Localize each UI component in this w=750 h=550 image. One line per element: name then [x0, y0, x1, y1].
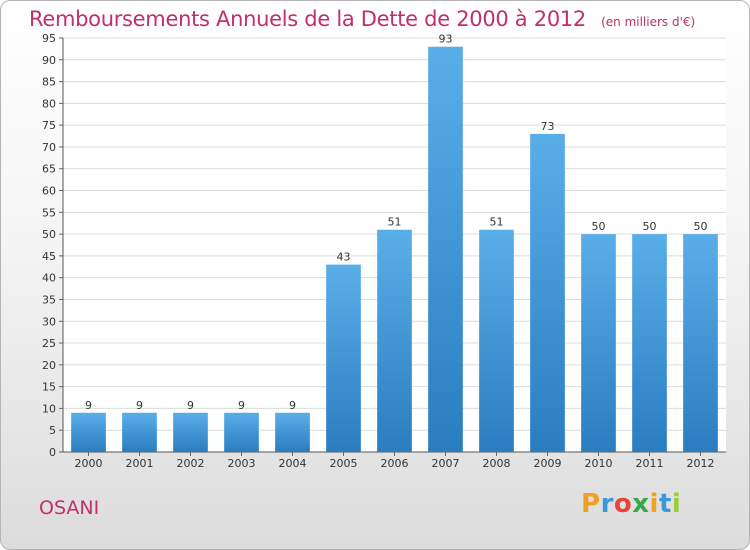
- x-tick-label: 2005: [330, 457, 358, 470]
- y-tick-label: 90: [42, 54, 56, 67]
- y-tick-label: 75: [42, 119, 56, 132]
- bar-2003: [224, 412, 259, 452]
- bar-2011: [632, 234, 667, 452]
- bar-2004: [275, 412, 310, 452]
- y-tick-label: 95: [42, 32, 56, 45]
- bar-2006: [377, 229, 412, 452]
- data-label-2009: 73: [541, 120, 555, 133]
- x-tick-label: 2003: [228, 457, 256, 470]
- bar-2000: [71, 412, 106, 452]
- x-tick-label: 2004: [279, 457, 307, 470]
- bar-2002: [173, 412, 208, 452]
- y-tick-label: 15: [42, 381, 56, 394]
- x-tick-label: 2008: [483, 457, 511, 470]
- data-label-2003: 9: [238, 399, 245, 412]
- bar-2012: [683, 234, 718, 452]
- y-tick-label: 70: [42, 141, 56, 154]
- bar-2008: [479, 229, 514, 452]
- bars: [71, 46, 718, 452]
- y-tick-label: 45: [42, 250, 56, 263]
- y-tick-label: 10: [42, 402, 56, 415]
- bar-2001: [122, 412, 157, 452]
- data-label-2001: 9: [136, 399, 143, 412]
- logo-letter: o: [613, 489, 633, 519]
- commune-name: OSANI: [39, 497, 100, 519]
- x-tick-label: 2006: [381, 457, 409, 470]
- data-label-2006: 51: [388, 216, 402, 229]
- bar-2009: [530, 133, 565, 452]
- y-tick-label: 20: [42, 359, 56, 372]
- y-tick-label: 55: [42, 206, 56, 219]
- chart-title: Remboursements Annuels de la Dette de 20…: [29, 7, 586, 31]
- data-label-2011: 50: [643, 220, 657, 233]
- data-label-2000: 9: [85, 399, 92, 412]
- y-tick-label: 50: [42, 228, 56, 241]
- bar-2007: [428, 46, 463, 452]
- x-tick-label: 2012: [687, 457, 715, 470]
- data-label-2002: 9: [187, 399, 194, 412]
- proxiti-logo: Proxiti: [581, 489, 681, 519]
- logo-letter: P: [581, 489, 601, 519]
- x-tick-label: 2002: [177, 457, 205, 470]
- data-label-2007: 93: [439, 33, 453, 46]
- y-tick-label: 60: [42, 185, 56, 198]
- y-tick-label: 25: [42, 337, 56, 350]
- y-tick-label: 0: [49, 446, 56, 459]
- y-tick-label: 65: [42, 163, 56, 176]
- x-tick-label: 2010: [585, 457, 613, 470]
- logo-letter: i: [671, 489, 682, 519]
- x-tick-label: 2007: [432, 457, 460, 470]
- x-tick-label: 2000: [75, 457, 103, 470]
- logo-letter: x: [632, 489, 650, 519]
- logo-letter: i: [649, 489, 659, 519]
- data-label-2008: 51: [490, 216, 504, 229]
- x-tick-label: 2011: [636, 457, 664, 470]
- x-tick-label: 2001: [126, 457, 154, 470]
- y-tick-label: 5: [49, 424, 56, 437]
- y-tick-label: 40: [42, 272, 56, 285]
- logo-letter: t: [658, 489, 672, 519]
- logo-letter: r: [600, 489, 614, 519]
- y-tick-label: 30: [42, 315, 56, 328]
- y-tick-label: 35: [42, 293, 56, 306]
- data-label-2010: 50: [592, 220, 606, 233]
- x-tick-labels: 2000 2001 2002 2003 2004 2005 2006 2007 2008 2009…: [75, 452, 715, 470]
- data-label-2005: 43: [337, 251, 351, 264]
- y-tick-label: 80: [42, 97, 56, 110]
- bar-2010: [581, 234, 616, 452]
- y-tick-label: 85: [42, 76, 56, 89]
- bar-2005: [326, 264, 361, 452]
- data-labels: 9 9 9 9 9 43 51 93 51 73 50 50 50: [85, 33, 708, 412]
- data-label-2012: 50: [694, 220, 708, 233]
- chart-subtitle: (en milliers d'€): [601, 15, 696, 29]
- y-tick-labels: 0 5 10 15 20 25 30 35 40 45 50 55 60 65 70 75 80 85 90 95: [42, 32, 56, 459]
- data-label-2004: 9: [289, 399, 296, 412]
- x-tick-label: 2009: [534, 457, 562, 470]
- title-row: Remboursements Annuels de la Dette de 20…: [29, 7, 695, 31]
